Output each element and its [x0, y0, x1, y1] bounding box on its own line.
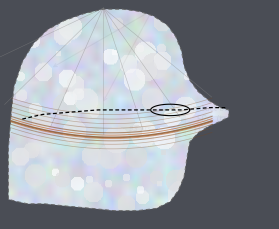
- Text: 1 cm: 1 cm: [185, 218, 206, 226]
- Text: Contact between
FC-3 (top) and
FC-3A (bottom): Contact between FC-3 (top) and FC-3A (bo…: [187, 104, 252, 134]
- Text: U-Th age 93 years BP
Extrapolated age
173 years BP: U-Th age 93 years BP Extrapolated age 17…: [173, 6, 254, 35]
- Text: 93 yrs: 93 yrs: [129, 126, 150, 132]
- Polygon shape: [8, 9, 229, 211]
